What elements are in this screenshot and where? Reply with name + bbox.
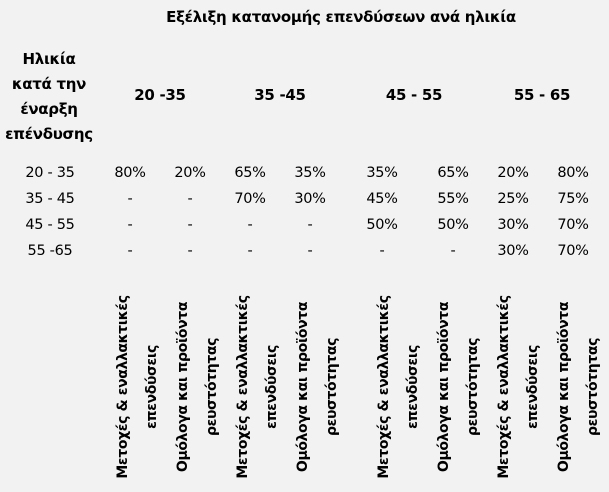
table-cell: 30% bbox=[497, 217, 529, 233]
table-cell: 70% bbox=[234, 191, 266, 207]
column-label-line: Ομόλογα και προϊόντα bbox=[556, 301, 572, 473]
table-cell: 80% bbox=[557, 165, 589, 181]
column-label-line: Ομόλογα και προϊόντα bbox=[295, 301, 311, 473]
table-cell: - bbox=[307, 243, 313, 259]
column-label-line: επενδύσεις bbox=[144, 345, 160, 429]
table-cell: 45% bbox=[366, 191, 398, 207]
table-cell: - bbox=[187, 243, 193, 259]
row-header-line: έναρξη bbox=[20, 100, 78, 118]
table-cell: - bbox=[127, 243, 133, 259]
table-cell: - bbox=[247, 243, 253, 259]
column-label-line: ρευστότητας bbox=[585, 337, 601, 437]
row-header-line: κατά την bbox=[11, 75, 87, 93]
table-cell: 65% bbox=[234, 165, 266, 181]
table-cell: 30% bbox=[497, 243, 529, 259]
table-cell: 30% bbox=[294, 191, 326, 207]
row-label: 55 -65 bbox=[27, 243, 73, 259]
column-label-bonds: Ομόλογα και προϊόντα ρευστότητας bbox=[433, 268, 485, 478]
table-cell: - bbox=[187, 191, 193, 207]
column-label-stocks: Μετοχές & εναλλακτικές επενδύσεις bbox=[112, 268, 164, 478]
table-cell: 80% bbox=[114, 165, 146, 181]
column-label-line: Μετοχές & εναλλακτικές bbox=[496, 295, 512, 479]
column-label-line: επενδύσεις bbox=[405, 345, 421, 429]
table-cell: 50% bbox=[437, 217, 469, 233]
column-label-line: Ομόλογα και προϊόντα bbox=[175, 301, 191, 473]
column-label-line: ρευστότητας bbox=[465, 337, 481, 437]
table-cell: 70% bbox=[557, 217, 589, 233]
row-label: 35 - 45 bbox=[25, 191, 75, 207]
table-cell: - bbox=[379, 243, 385, 259]
column-label-bonds: Ομόλογα και προϊόντα ρευστότητας bbox=[172, 268, 224, 478]
column-label-stocks: Μετοχές & εναλλακτικές επενδύσεις bbox=[493, 268, 545, 478]
group-header-20-35: 20 -35 bbox=[134, 86, 186, 104]
table-cell: 20% bbox=[174, 165, 206, 181]
table-cell: 25% bbox=[497, 191, 529, 207]
column-label-bonds: Ομόλογα και προϊόντα ρευστότητας bbox=[292, 268, 344, 478]
group-header-45-55: 45 - 55 bbox=[385, 86, 443, 104]
table-cell: - bbox=[127, 217, 133, 233]
table-cell: - bbox=[450, 243, 456, 259]
group-header-55-65: 55 - 65 bbox=[513, 86, 571, 104]
table-cell: 55% bbox=[437, 191, 469, 207]
table-cell: 70% bbox=[557, 243, 589, 259]
group-header-35-45: 35 -45 bbox=[254, 86, 306, 104]
row-label: 45 - 55 bbox=[25, 217, 75, 233]
column-label-line: επενδύσεις bbox=[264, 345, 280, 429]
column-label-line: Μετοχές & εναλλακτικές bbox=[115, 295, 131, 479]
row-header-line: Ηλικία bbox=[22, 50, 76, 68]
column-label-line: Ομόλογα και προϊόντα bbox=[436, 301, 452, 473]
table-cell: - bbox=[127, 191, 133, 207]
column-label-line: επενδύσεις bbox=[525, 345, 541, 429]
column-label-bonds: Ομόλογα και προϊόντα ρευστότητας bbox=[553, 268, 605, 478]
column-label-stocks: Μετοχές & εναλλακτικές επενδύσεις bbox=[232, 268, 284, 478]
column-label-stocks: Μετοχές & εναλλακτικές επενδύσεις bbox=[373, 268, 425, 478]
table-cell: - bbox=[187, 217, 193, 233]
table-cell: 50% bbox=[366, 217, 398, 233]
table-cell: 65% bbox=[437, 165, 469, 181]
column-label-line: Μετοχές & εναλλακτικές bbox=[376, 295, 392, 479]
row-label: 20 - 35 bbox=[25, 165, 75, 181]
column-label-line: ρευστότητας bbox=[204, 337, 220, 437]
table-cell: - bbox=[247, 217, 253, 233]
table-title: Εξέλιξη κατανομής επενδύσεων ανά ηλικία bbox=[166, 8, 516, 26]
table-cell: 20% bbox=[497, 165, 529, 181]
table-cell: 35% bbox=[294, 165, 326, 181]
column-label-line: Μετοχές & εναλλακτικές bbox=[235, 295, 251, 479]
row-header-label: Ηλικία κατά την έναρξη επένδυσης bbox=[0, 47, 98, 147]
table-cell: 75% bbox=[557, 191, 589, 207]
table-cell: - bbox=[307, 217, 313, 233]
row-header-line: επένδυσης bbox=[5, 125, 93, 143]
table-cell: 35% bbox=[366, 165, 398, 181]
column-label-line: ρευστότητας bbox=[324, 337, 340, 437]
